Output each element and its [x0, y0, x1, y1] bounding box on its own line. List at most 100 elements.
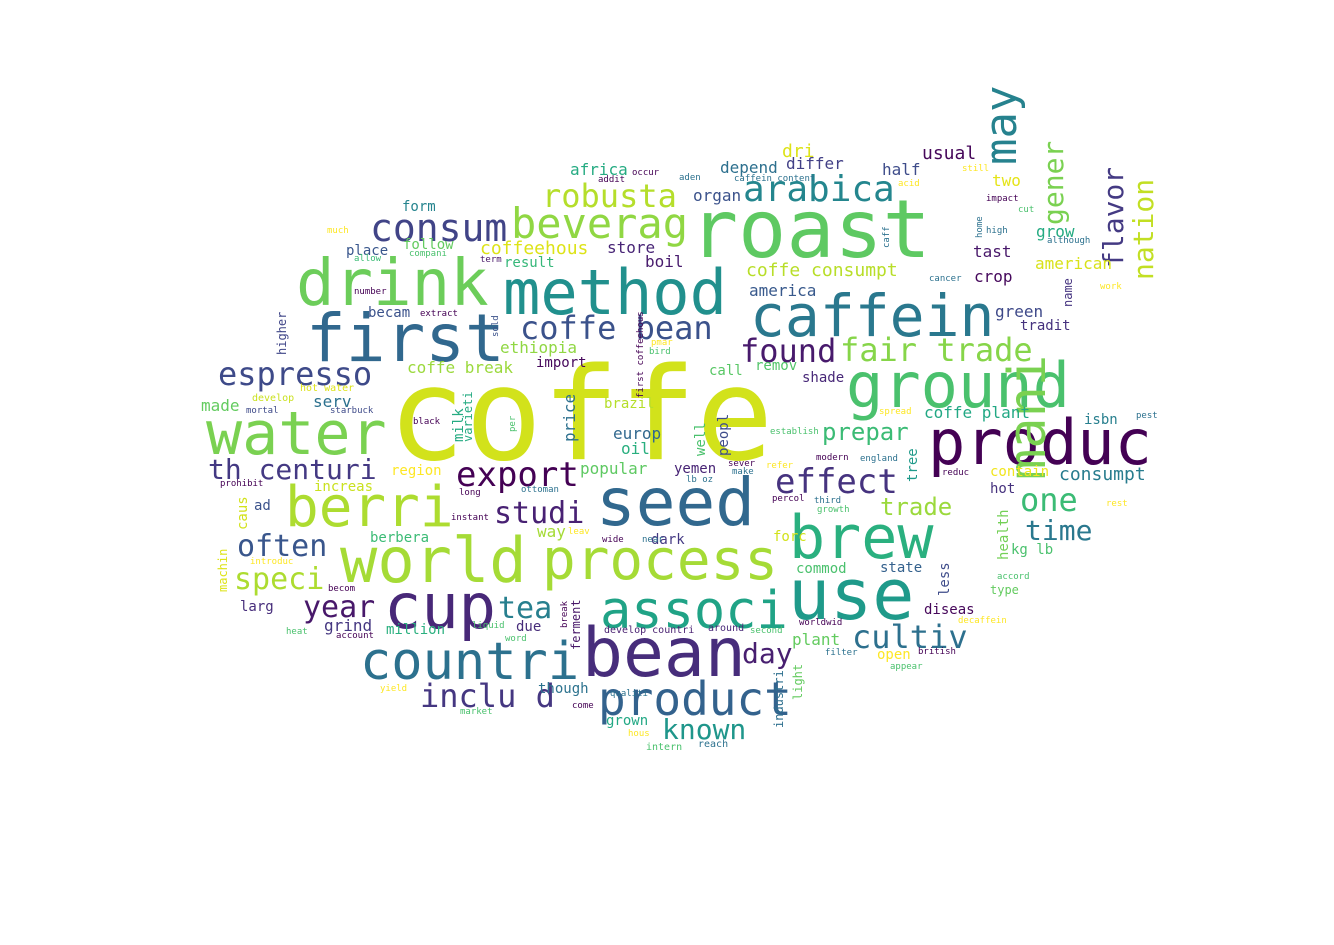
word-brazil: brazil	[604, 396, 655, 412]
word-well: well	[693, 422, 709, 456]
word-cultiv: cultiv	[852, 618, 968, 656]
word-name: name	[1061, 278, 1075, 307]
word-half: half	[882, 160, 921, 179]
word-dri: dri	[782, 141, 815, 162]
word-europ: europ	[613, 424, 662, 443]
word-near: near	[642, 535, 664, 545]
word-spread: spread	[879, 407, 912, 417]
word-grown: grown	[606, 713, 649, 729]
word-american: american	[1035, 254, 1113, 273]
word-countri: countri	[360, 632, 580, 692]
word-hot: hot	[990, 481, 1016, 497]
word-process: process	[542, 528, 779, 593]
word-develop-countri: develop countri	[604, 625, 695, 636]
word-sold: sold	[491, 315, 501, 337]
word-leav: leav	[568, 527, 590, 537]
word-allow: allow	[354, 254, 382, 264]
word-caff: caff	[882, 226, 892, 248]
word-store: store	[607, 238, 656, 257]
word-two: two	[992, 171, 1021, 190]
word-method: method	[503, 256, 727, 329]
word-light: light	[791, 663, 805, 700]
word-cancer: cancer	[929, 274, 962, 284]
word-varieti: varieti	[461, 391, 475, 442]
word-impact: impact	[986, 194, 1019, 204]
word-type: type	[990, 583, 1019, 597]
word-open: open	[877, 647, 911, 663]
word-region: region	[391, 463, 442, 479]
word-ferment: ferment	[569, 599, 583, 650]
word-th-centuri: th centuri	[208, 453, 377, 486]
word-seed: seed	[596, 464, 755, 541]
word-boil: boil	[645, 252, 684, 271]
word-follow: follow	[403, 237, 454, 253]
word-liquid: liquid	[472, 621, 505, 631]
word-first: first	[306, 300, 505, 377]
word-caffein-content: caffein content	[734, 174, 816, 184]
word-high: high	[986, 226, 1008, 236]
word-hot-water: hot water	[300, 383, 355, 394]
word-aden: aden	[679, 173, 701, 183]
word-peopl: peopl	[716, 413, 732, 456]
word-establish: establish	[770, 427, 819, 437]
word-espresso: espresso	[218, 355, 373, 393]
word-ad: ad	[254, 498, 271, 514]
word-much: much	[327, 226, 349, 236]
word-often: often	[237, 529, 328, 564]
word-world: world	[340, 524, 527, 597]
word-price: price	[560, 393, 579, 442]
word-year: year	[303, 590, 376, 625]
word-rest: rest	[1106, 499, 1128, 509]
word-number: number	[354, 287, 387, 297]
word-ottoman: ottoman	[521, 485, 559, 495]
word-second: second	[750, 626, 783, 636]
word-forc: forc	[773, 529, 807, 545]
word-extract: extract	[420, 309, 458, 319]
word-produc: produc	[928, 406, 1152, 479]
word-crop: crop	[974, 267, 1013, 286]
word-studi: studi	[494, 496, 585, 531]
word-berbera: berbera	[370, 530, 430, 546]
word-isbn: isbn	[1084, 412, 1118, 428]
word-robusta: robusta	[542, 177, 677, 215]
word-yield: yield	[380, 684, 408, 694]
word-plant: plant	[792, 630, 841, 649]
word-bird: bird	[649, 347, 671, 357]
word-cut: cut	[1018, 205, 1035, 215]
word-diseas: diseas	[924, 602, 975, 618]
word-heat: heat	[286, 627, 308, 637]
word-inclu-d: inclu d	[420, 677, 555, 715]
word-america: america	[749, 281, 817, 300]
word-lb-oz: lb oz	[686, 475, 714, 485]
word-qualiti: qualiti	[610, 689, 648, 699]
word-ground: ground	[846, 349, 1070, 422]
word-product: product	[598, 672, 792, 726]
word-account: account	[336, 631, 374, 641]
word-industri: industri	[772, 670, 786, 728]
word-water: water	[206, 399, 387, 469]
word-modern: modern	[816, 453, 849, 463]
word-one: one	[1020, 481, 1078, 519]
word-tea: tea	[498, 591, 553, 626]
word-intern: intern	[646, 742, 683, 753]
word-effect: effect	[775, 462, 898, 502]
word-less: less	[937, 562, 953, 596]
word-flavor: flavor	[1097, 166, 1130, 268]
word-machin: machin	[216, 548, 230, 592]
word-still: still	[962, 164, 990, 174]
word-black: black	[413, 417, 441, 427]
word-oil: oil	[621, 439, 650, 458]
word-higher: higher	[275, 311, 289, 355]
word-coffe-break: coffe break	[407, 358, 513, 377]
word-use: use	[788, 554, 915, 636]
word-break: break	[560, 600, 570, 628]
word-export: export	[456, 455, 579, 495]
word-around: around	[708, 623, 745, 634]
word-though: though	[538, 681, 589, 697]
word-state: state	[880, 560, 923, 576]
word-reach: reach	[698, 739, 729, 750]
word-fair-trade: fair trade	[840, 331, 1033, 369]
word-instant: instant	[451, 513, 489, 523]
word-way: way	[537, 522, 566, 541]
